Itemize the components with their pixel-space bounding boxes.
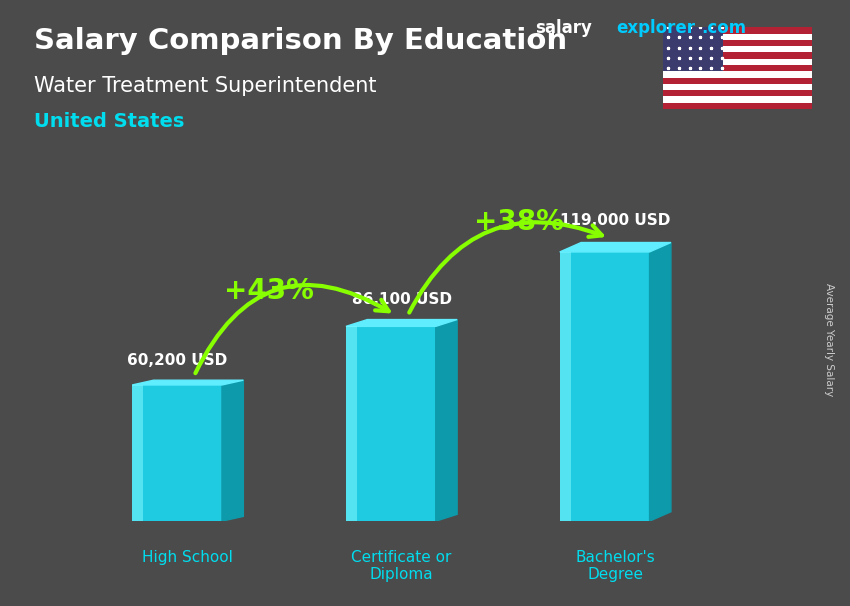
Text: United States: United States [34,112,184,131]
Text: +43%: +43% [224,277,314,305]
Text: Water Treatment Superintendent: Water Treatment Superintendent [34,76,377,96]
Text: Certificate or
Diploma: Certificate or Diploma [351,550,451,582]
Polygon shape [346,319,457,327]
Bar [663,103,812,109]
Bar [560,252,570,521]
Bar [663,78,812,84]
Text: 86,100 USD: 86,100 USD [352,292,451,307]
Bar [663,53,812,59]
Polygon shape [133,380,243,385]
Text: Average Yearly Salary: Average Yearly Salary [824,283,834,396]
Bar [663,90,812,96]
Bar [663,96,812,103]
Bar [663,27,722,72]
Text: .com: .com [701,19,746,38]
Bar [346,327,436,521]
Text: explorer: explorer [616,19,695,38]
Bar [133,385,143,521]
Polygon shape [222,380,243,521]
Bar [663,46,812,53]
Text: 119,000 USD: 119,000 USD [560,213,671,228]
Bar [663,65,812,72]
Bar [346,327,357,521]
Text: salary: salary [536,19,592,38]
Text: Bachelor's
Degree: Bachelor's Degree [575,550,655,582]
Text: High School: High School [142,550,233,565]
Polygon shape [436,319,457,521]
Text: +38%: +38% [474,208,564,236]
Text: 60,200 USD: 60,200 USD [127,353,227,368]
Polygon shape [649,242,671,521]
Polygon shape [560,242,671,252]
Bar [663,72,812,78]
Bar [663,84,812,90]
Bar [663,40,812,46]
Bar [663,59,812,65]
Bar [663,27,812,33]
Bar [663,33,812,40]
Bar [133,385,222,521]
Bar [560,252,649,521]
Text: Salary Comparison By Education: Salary Comparison By Education [34,27,567,55]
